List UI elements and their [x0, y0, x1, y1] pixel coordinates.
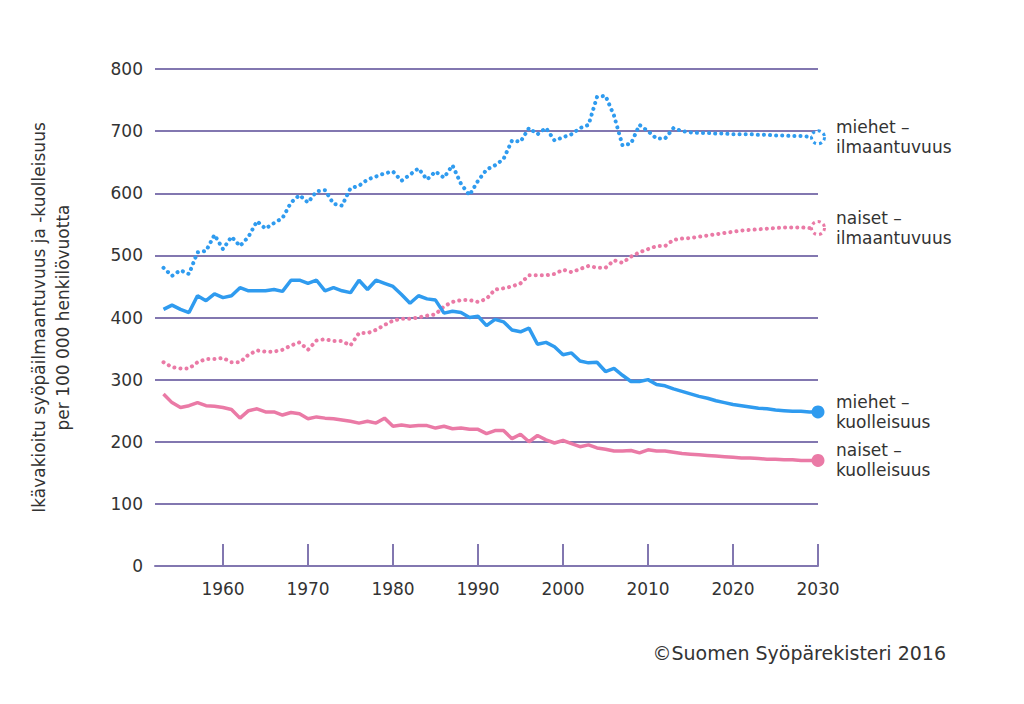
svg-text:600: 600: [111, 183, 143, 203]
svg-text:naiset –: naiset –: [836, 440, 907, 460]
svg-text:2030: 2030: [796, 579, 839, 599]
svg-text:ilmaantuvuus: ilmaantuvuus: [836, 228, 952, 248]
svg-text:700: 700: [111, 121, 143, 141]
svg-text:0: 0: [132, 556, 143, 576]
svg-text:naiset –: naiset –: [836, 208, 907, 228]
svg-text:500: 500: [111, 245, 143, 265]
svg-text:2020: 2020: [711, 579, 754, 599]
svg-text:2000: 2000: [541, 579, 584, 599]
svg-text:©Suomen Syöpärekisteri 2016: ©Suomen Syöpärekisteri 2016: [652, 642, 946, 664]
svg-text:ilmaantuvuus: ilmaantuvuus: [836, 137, 952, 157]
svg-text:100: 100: [111, 494, 143, 514]
svg-text:1980: 1980: [371, 579, 414, 599]
svg-text:per 100 000 henkilövuotta: per 100 000 henkilövuotta: [53, 204, 73, 430]
svg-text:1990: 1990: [456, 579, 499, 599]
svg-text:miehet –: miehet –: [836, 392, 915, 412]
svg-text:300: 300: [111, 370, 143, 390]
svg-text:kuolleisuus: kuolleisuus: [836, 460, 931, 480]
svg-text:1960: 1960: [201, 579, 244, 599]
svg-text:200: 200: [111, 432, 143, 452]
svg-text:1970: 1970: [286, 579, 329, 599]
svg-text:kuolleisuus: kuolleisuus: [836, 412, 931, 432]
svg-text:800: 800: [111, 59, 143, 79]
svg-text:Ikävakioitu syöpäilmaantuvuus: Ikävakioitu syöpäilmaantuvuus ja -kuolle…: [29, 122, 49, 513]
svg-text:2010: 2010: [626, 579, 669, 599]
svg-text:miehet –: miehet –: [836, 117, 915, 137]
svg-text:400: 400: [111, 308, 143, 328]
